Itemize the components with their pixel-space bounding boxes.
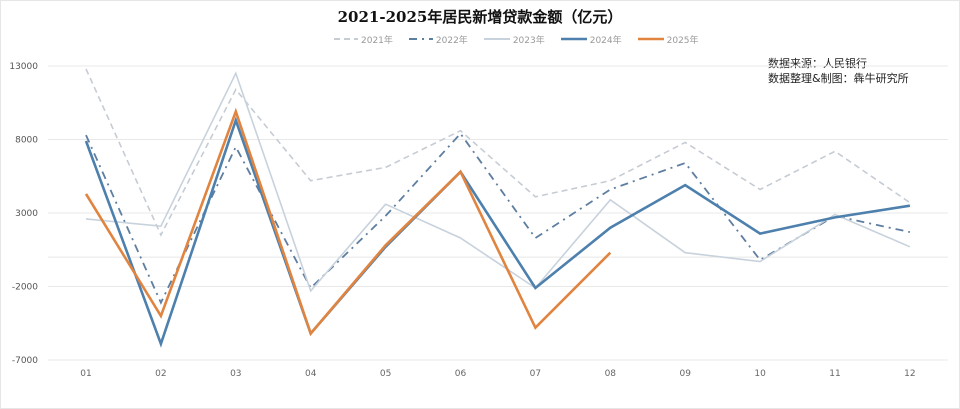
- y-tick-label: -7000: [12, 356, 38, 366]
- x-tick-label: 11: [829, 369, 840, 379]
- y-axis: 13000 8000 3000 -2000 -7000: [9, 62, 38, 366]
- x-tick-label: 02: [155, 369, 166, 379]
- y-tick-label: -2000: [12, 283, 38, 293]
- legend-swatch-2025: [637, 37, 664, 41]
- y-tick-label: 3000: [15, 209, 38, 219]
- y-tick-label: 13000: [9, 62, 38, 72]
- chart-title: 2021-2025年居民新增贷款金额（亿元）: [337, 8, 623, 26]
- source-line-1: 数据来源：人民银行: [768, 57, 867, 70]
- series-line-2021: [85, 68, 911, 237]
- legend-swatch-2021: [334, 38, 358, 40]
- x-tick-label: 06: [455, 369, 467, 379]
- legend-swatch-2024: [560, 37, 587, 41]
- y-tick-label: 8000: [15, 136, 38, 146]
- x-tick-label: 01: [80, 369, 91, 379]
- legend-label-2021: 2021年: [361, 35, 393, 46]
- legend-label-2023: 2023年: [512, 35, 545, 46]
- series-line-2024: [84, 116, 911, 348]
- series-line-2023: [85, 71, 911, 293]
- series-line-2022: [85, 132, 911, 305]
- legend-swatch-2023: [483, 38, 510, 40]
- x-axis: 01 02 03 04 05 06 07 08 09 10 11 12: [80, 369, 915, 379]
- legend-label-2022: 2022年: [435, 35, 468, 46]
- legend-item-2023: 2023年: [483, 33, 545, 46]
- legend-label-2024: 2024年: [589, 35, 622, 46]
- data-source-annotation: 数据来源：人民银行 数据整理&制图：犇牛研究所: [768, 56, 909, 86]
- gridlines: [48, 65, 948, 361]
- series-line-2025: [84, 107, 612, 337]
- x-tick-label: 05: [380, 369, 391, 379]
- chart-legend: 2021年 2022年 2023年 2024年 2025年: [334, 31, 699, 47]
- x-tick-label: 12: [904, 369, 915, 379]
- legend-label-2025: 2025年: [666, 35, 699, 46]
- x-tick-label: 10: [754, 369, 766, 379]
- legend-item-2024: 2024年: [560, 33, 622, 46]
- x-tick-label: 04: [305, 369, 317, 379]
- x-tick-label: 09: [679, 369, 691, 379]
- legend-item-2021: 2021年: [334, 33, 393, 46]
- legend-swatch-2022: [408, 38, 433, 40]
- legend-item-2025: 2025年: [637, 33, 699, 46]
- x-tick-label: 03: [230, 369, 241, 379]
- x-tick-label: 07: [530, 369, 541, 379]
- source-line-2: 数据整理&制图：犇牛研究所: [768, 72, 909, 85]
- x-tick-label: 08: [605, 369, 617, 379]
- legend-item-2022: 2022年: [408, 33, 468, 46]
- series-lines: [84, 68, 911, 348]
